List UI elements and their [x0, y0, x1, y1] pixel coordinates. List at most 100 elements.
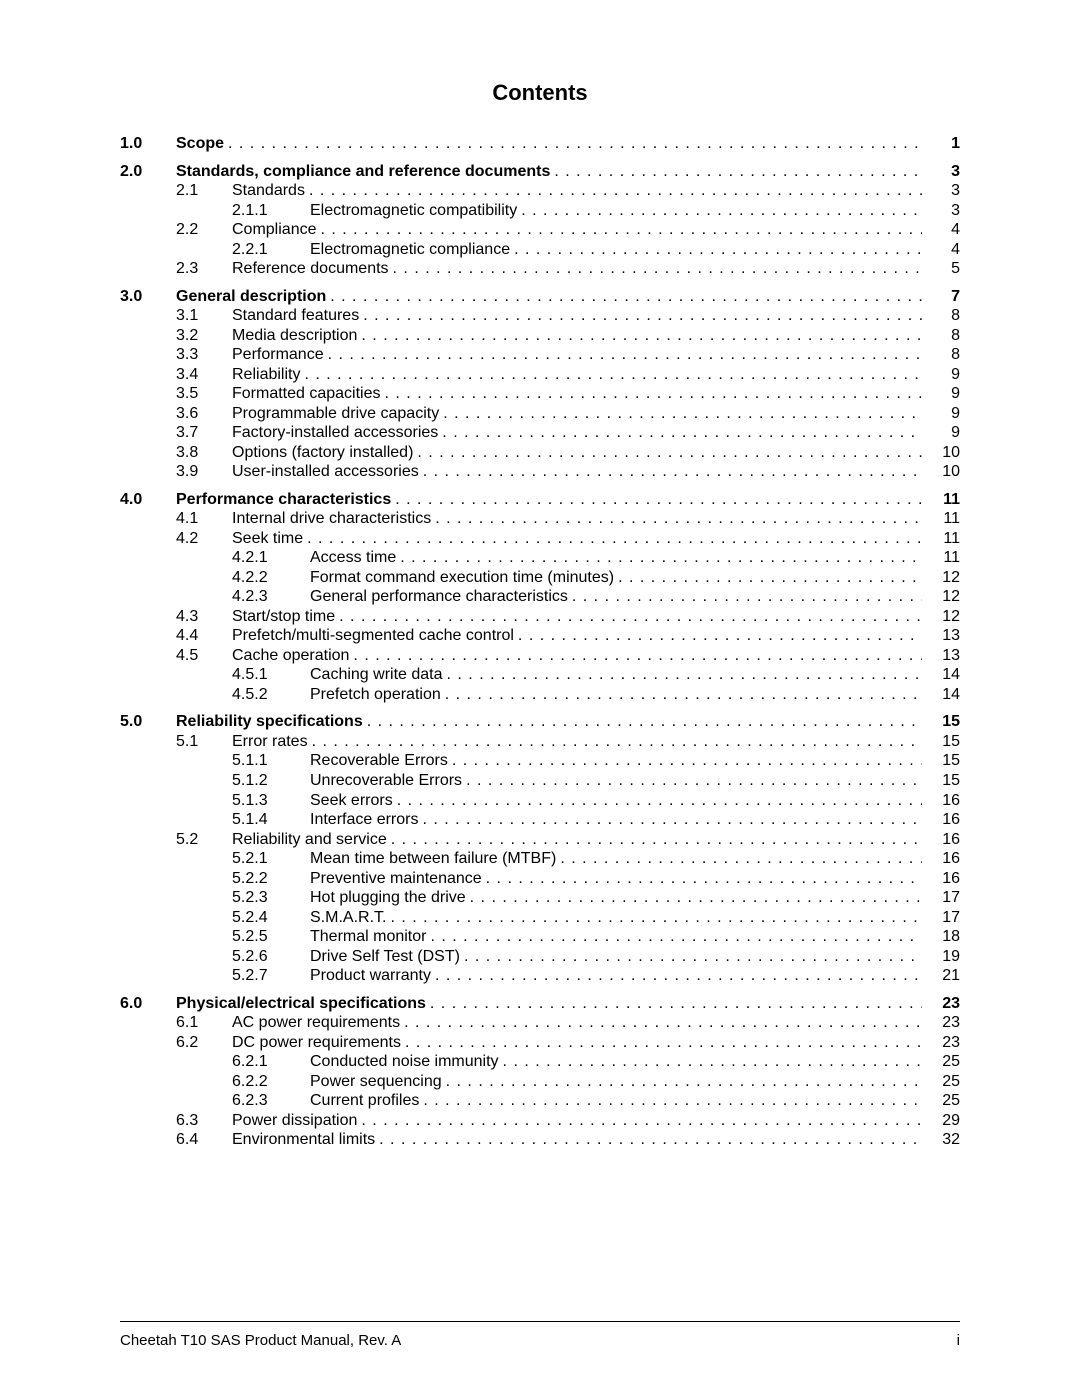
- toc-page-number: 11: [926, 529, 960, 549]
- toc-entry-title: Media description: [232, 326, 357, 346]
- toc-entry: 4.1Internal drive characteristics11: [120, 509, 960, 529]
- toc-subsection-number: 4.2: [176, 529, 232, 549]
- toc-leader-dots: [417, 443, 922, 463]
- toc-entry-title: Standards: [232, 181, 305, 201]
- toc-page-number: 9: [926, 365, 960, 385]
- toc-section-number: 1.0: [120, 134, 176, 154]
- toc-page-number: 29: [926, 1111, 960, 1131]
- toc-leader-dots: [405, 1033, 922, 1053]
- toc-entry: 3.9User-installed accessories10: [120, 462, 960, 482]
- toc-entry-title: Conducted noise immunity: [310, 1052, 499, 1072]
- toc-page-number: 18: [926, 927, 960, 947]
- toc-entry-title: Scope: [176, 134, 224, 154]
- toc-subsection-number: 3.3: [176, 345, 232, 365]
- toc-subsubsection-number: 5.2.1: [232, 849, 310, 869]
- toc-entry-title: User-installed accessories: [232, 462, 419, 482]
- toc-entry: 3.2Media description8: [120, 326, 960, 346]
- toc-entry-title: Drive Self Test (DST): [310, 947, 460, 967]
- toc-leader-dots: [228, 134, 922, 154]
- toc-subsection-number: 6.2: [176, 1033, 232, 1053]
- toc-leader-dots: [423, 1091, 922, 1111]
- toc-entry: 4.5.1Caching write data14: [120, 665, 960, 685]
- toc-entry-title: Format command execution time (minutes): [310, 568, 614, 588]
- page-footer: Cheetah T10 SAS Product Manual, Rev. A i: [120, 1321, 960, 1349]
- toc-subsubsection-number: 5.1.1: [232, 751, 310, 771]
- toc-entry: 4.2.3General performance characteristics…: [120, 587, 960, 607]
- toc-entry: 5.2.4S.M.A.R.T.17: [120, 908, 960, 928]
- toc-subsubsection-number: 5.2.5: [232, 927, 310, 947]
- toc-page-number: 16: [926, 869, 960, 889]
- toc-page-number: 3: [926, 201, 960, 221]
- toc-page-number: 14: [926, 685, 960, 705]
- toc-leader-dots: [330, 287, 922, 307]
- toc-leader-dots: [452, 751, 922, 771]
- toc-entry-title: Power dissipation: [232, 1111, 357, 1131]
- toc-leader-dots: [379, 1130, 922, 1150]
- toc-entry-title: Seek errors: [310, 791, 393, 811]
- toc-entry: 1.0Scope1: [120, 134, 960, 154]
- toc-entry-title: Reliability and service: [232, 830, 387, 850]
- toc-page-number: 23: [926, 1033, 960, 1053]
- toc-leader-dots: [430, 994, 922, 1014]
- toc-page-number: 25: [926, 1072, 960, 1092]
- toc-subsubsection-number: 2.2.1: [232, 240, 310, 260]
- toc-entry: 4.5.2Prefetch operation14: [120, 685, 960, 705]
- toc-leader-dots: [430, 927, 922, 947]
- toc-subsection-number: 3.6: [176, 404, 232, 424]
- toc-leader-dots: [445, 685, 922, 705]
- toc-subsubsection-number: 4.2.3: [232, 587, 310, 607]
- toc-entry: 4.5Cache operation13: [120, 646, 960, 666]
- toc-page-number: 9: [926, 404, 960, 424]
- toc-leader-dots: [446, 1072, 922, 1092]
- toc-leader-dots: [443, 404, 922, 424]
- toc-subsection-number: 5.2: [176, 830, 232, 850]
- toc-page-number: 8: [926, 345, 960, 365]
- toc-entry-title: Cache operation: [232, 646, 349, 666]
- toc-entry: 3.8Options (factory installed)10: [120, 443, 960, 463]
- toc-entry-title: Current profiles: [310, 1091, 419, 1111]
- toc-subsubsection-number: 4.5.2: [232, 685, 310, 705]
- toc-leader-dots: [572, 587, 922, 607]
- toc-page-number: 13: [926, 626, 960, 646]
- toc-page-number: 10: [926, 462, 960, 482]
- toc-leader-dots: [560, 849, 922, 869]
- toc-leader-dots: [400, 548, 922, 568]
- toc-leader-dots: [395, 490, 922, 510]
- toc-entry-title: Power sequencing: [310, 1072, 442, 1092]
- toc-entry: 2.1.1Electromagnetic compatibility3: [120, 201, 960, 221]
- toc-page-number: 3: [926, 162, 960, 182]
- toc-page-number: 12: [926, 587, 960, 607]
- toc-subsubsection-number: 2.1.1: [232, 201, 310, 221]
- toc-entry: 6.4Environmental limits32: [120, 1130, 960, 1150]
- toc-leader-dots: [514, 240, 922, 260]
- toc-leader-dots: [397, 791, 922, 811]
- toc-entry: 3.3Performance 8: [120, 345, 960, 365]
- toc-page-number: 12: [926, 568, 960, 588]
- toc-entry: 3.0General description7: [120, 287, 960, 307]
- toc-entry: 5.1.1Recoverable Errors15: [120, 751, 960, 771]
- toc-entry: 5.2.6Drive Self Test (DST)19: [120, 947, 960, 967]
- toc-page-number: 11: [926, 509, 960, 529]
- toc-entry-title: Seek time: [232, 529, 303, 549]
- toc-page-number: 17: [926, 908, 960, 928]
- toc-entry: 4.2Seek time 11: [120, 529, 960, 549]
- toc-entry-title: Standards, compliance and reference docu…: [176, 162, 550, 182]
- toc-subsubsection-number: 6.2.3: [232, 1091, 310, 1111]
- toc-entry-title: Reference documents: [232, 259, 389, 279]
- toc-entry: 6.2DC power requirements23: [120, 1033, 960, 1053]
- toc-page-number: 8: [926, 326, 960, 346]
- toc-entry: 6.2.3Current profiles25: [120, 1091, 960, 1111]
- toc-entry: 5.1.3Seek errors16: [120, 791, 960, 811]
- toc-entry-title: Start/stop time: [232, 607, 335, 627]
- toc-subsection-number: 3.8: [176, 443, 232, 463]
- toc-entry: 6.3Power dissipation29: [120, 1111, 960, 1131]
- toc-entry: 5.2Reliability and service16: [120, 830, 960, 850]
- toc-entry-title: Performance: [232, 345, 324, 365]
- toc-entry-title: Thermal monitor: [310, 927, 426, 947]
- footer-left-text: Cheetah T10 SAS Product Manual, Rev. A: [120, 1332, 401, 1349]
- toc-entry-title: Factory-installed accessories: [232, 423, 438, 443]
- toc-leader-dots: [309, 181, 922, 201]
- toc-page-number: 12: [926, 607, 960, 627]
- toc-leader-dots: [320, 220, 922, 240]
- toc-entry: 3.4Reliability9: [120, 365, 960, 385]
